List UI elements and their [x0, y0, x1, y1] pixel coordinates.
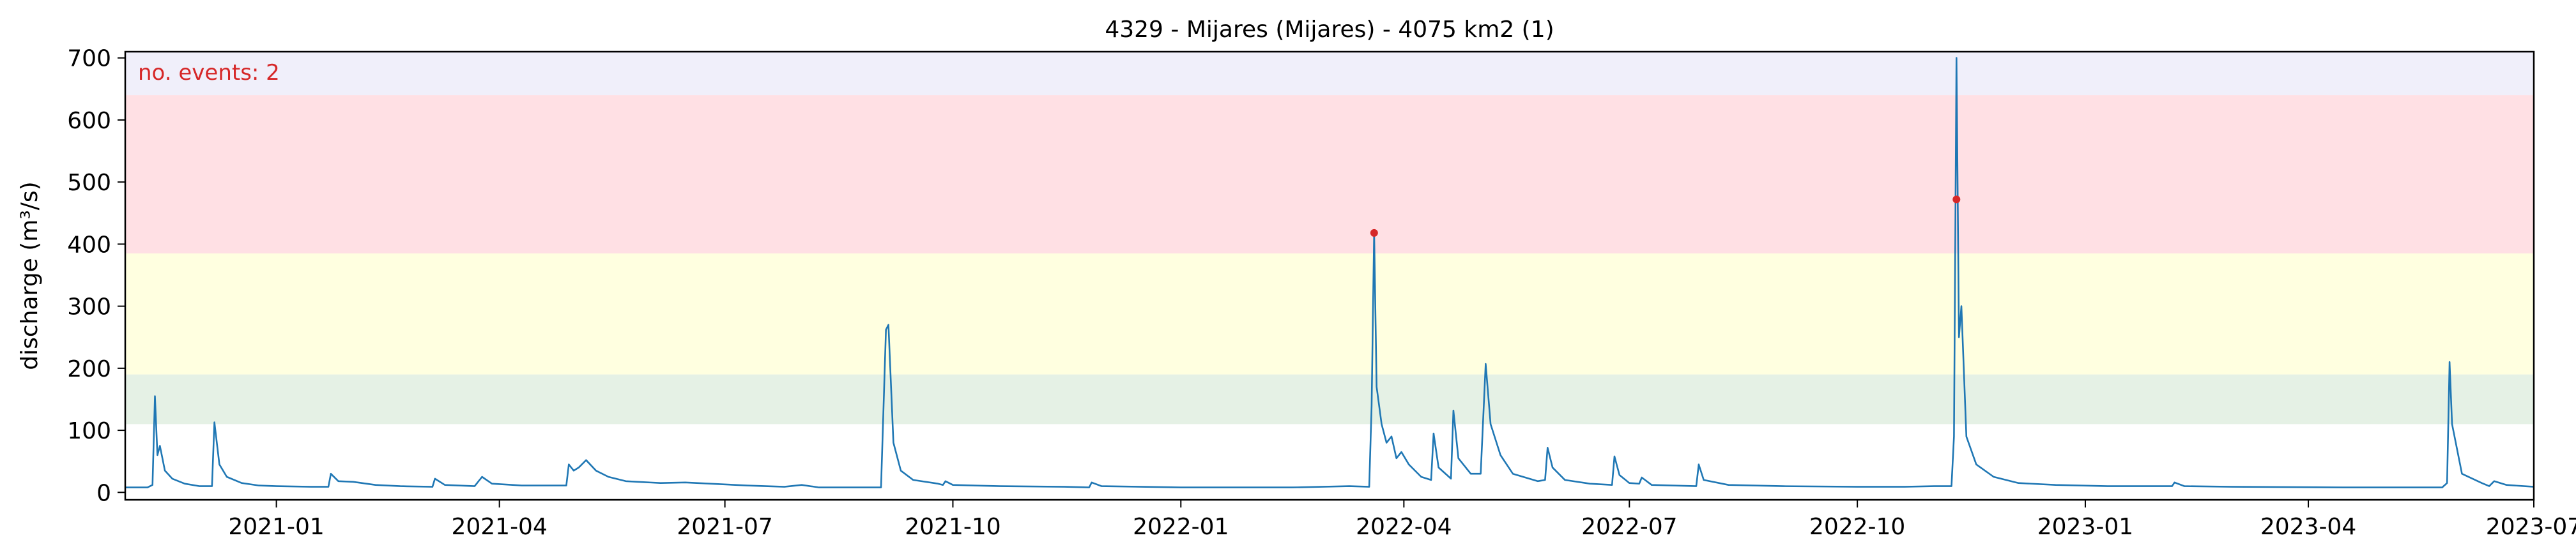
plot-frame — [124, 50, 2535, 501]
x-tick-label: 2021-01 — [228, 514, 324, 540]
event-marker-1 — [1952, 195, 1961, 204]
event-marker-0 — [1370, 229, 1378, 237]
y-tick-label: 200 — [67, 356, 111, 382]
x-tick-label: 2022-07 — [1581, 514, 1677, 540]
threshold-band-2 — [125, 95, 2534, 253]
y-axis-label: discharge (m³/s) — [17, 181, 43, 370]
threshold-bands — [125, 52, 2534, 425]
x-tick-label: 2023-07 — [2486, 514, 2576, 540]
y-tick-label: 500 — [67, 170, 111, 196]
threshold-band-0 — [125, 374, 2534, 425]
y-tick-label: 0 — [96, 480, 111, 506]
x-tick-label: 2021-10 — [905, 514, 1000, 540]
threshold-band-3 — [125, 52, 2534, 96]
x-tick-label: 2022-01 — [1133, 514, 1229, 540]
x-tick-label: 2023-01 — [2037, 514, 2133, 540]
y-tick-label: 300 — [67, 294, 111, 320]
x-axis: 2021-01 2021-04 2021-07 2021-10 2022-01 2022-… — [228, 500, 2576, 540]
event-count-annotation: no. events: 2 — [138, 60, 280, 86]
x-tick-label: 2021-07 — [677, 514, 772, 540]
x-tick-label: 2022-04 — [1356, 514, 1452, 540]
y-tick-label: 600 — [67, 108, 111, 134]
chart-title: 4329 - Mijares (Mijares) - 4075 km2 (1) — [1105, 17, 1554, 43]
x-tick-label: 2023-04 — [2260, 514, 2356, 540]
y-axis: 0 100 200 300 400 500 600 700 — [67, 46, 125, 506]
y-tick-label: 700 — [67, 46, 111, 72]
event-markers — [1370, 195, 1961, 237]
y-tick-label: 100 — [67, 418, 111, 444]
x-tick-label: 2021-04 — [451, 514, 547, 540]
threshold-band-1 — [125, 253, 2534, 375]
y-tick-label: 400 — [67, 232, 111, 258]
x-tick-label: 2022-10 — [1809, 514, 1905, 540]
